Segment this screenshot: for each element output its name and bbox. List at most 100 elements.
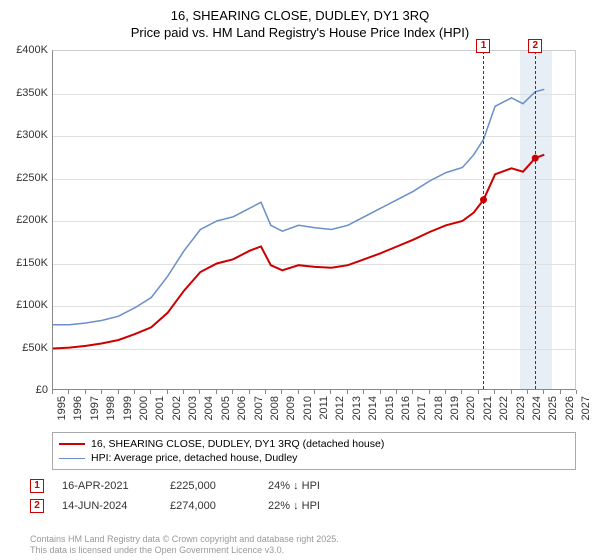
x-tick [560,390,561,394]
x-tick [330,390,331,394]
annotation-table: 1 16-APR-2021 £225,000 24% ↓ HPI 2 14-JUN-202… [30,476,378,516]
x-tick-label: 2015 [384,396,396,426]
x-tick [363,390,364,394]
x-tick [52,390,53,394]
x-tick-label: 2005 [220,396,232,426]
x-tick [494,390,495,394]
legend-swatch [59,458,85,459]
title-line-2: Price paid vs. HM Land Registry's House … [0,25,600,42]
x-tick [68,390,69,394]
x-tick [216,390,217,394]
x-tick [527,390,528,394]
annotation-date: 16-APR-2021 [62,480,152,492]
x-tick-label: 1997 [89,396,101,426]
x-tick-label: 2014 [367,396,379,426]
x-tick [167,390,168,394]
x-tick-label: 2004 [203,396,215,426]
legend-row: HPI: Average price, detached house, Dudl… [59,451,569,465]
x-tick [576,390,577,394]
annotation-price: £274,000 [170,500,250,512]
x-tick [134,390,135,394]
footer-line-1: Contains HM Land Registry data © Crown c… [30,534,339,545]
x-tick [298,390,299,394]
y-tick-label: £400K [4,44,48,56]
chart-svg [53,51,575,389]
x-tick-label: 2001 [154,396,166,426]
x-tick-label: 2021 [482,396,494,426]
y-tick-label: £150K [4,257,48,269]
x-tick-label: 2009 [285,396,297,426]
x-tick-label: 2012 [334,396,346,426]
x-tick-label: 2022 [498,396,510,426]
x-tick-label: 1996 [72,396,84,426]
marker-line-2 [535,51,536,389]
y-tick-label: £200K [4,214,48,226]
title-line-1: 16, SHEARING CLOSE, DUDLEY, DY1 3RQ [0,8,600,25]
series-price_paid [53,155,544,349]
chart-plot-area: 12 [52,50,576,390]
x-tick [347,390,348,394]
x-tick-label: 2003 [187,396,199,426]
x-tick [183,390,184,394]
x-tick [85,390,86,394]
chart-container: 16, SHEARING CLOSE, DUDLEY, DY1 3RQ Pric… [0,0,600,560]
x-tick-label: 1999 [122,396,134,426]
x-tick [249,390,250,394]
x-tick [232,390,233,394]
marker-box-1: 1 [476,39,490,53]
x-tick-label: 2026 [564,396,576,426]
x-tick [380,390,381,394]
annotation-pct: 22% ↓ HPI [268,500,378,512]
x-tick [429,390,430,394]
x-tick-label: 2016 [400,396,412,426]
y-tick-label: £250K [4,172,48,184]
x-tick [265,390,266,394]
y-tick-label: £0 [4,384,48,396]
x-tick [511,390,512,394]
x-tick [118,390,119,394]
x-tick-label: 1995 [56,396,68,426]
annotation-marker-1: 1 [30,479,44,493]
x-tick [314,390,315,394]
title-block: 16, SHEARING CLOSE, DUDLEY, DY1 3RQ Pric… [0,0,600,46]
annotation-marker-2: 2 [30,499,44,513]
annotation-pct: 24% ↓ HPI [268,480,378,492]
x-tick-label: 2025 [547,396,559,426]
x-tick [461,390,462,394]
x-tick-label: 2020 [465,396,477,426]
x-tick [543,390,544,394]
x-tick [281,390,282,394]
annotation-row: 2 14-JUN-2024 £274,000 22% ↓ HPI [30,496,378,516]
legend: 16, SHEARING CLOSE, DUDLEY, DY1 3RQ (det… [52,432,576,470]
x-tick-label: 2018 [433,396,445,426]
x-tick-label: 2008 [269,396,281,426]
footer: Contains HM Land Registry data © Crown c… [30,534,339,556]
x-tick [199,390,200,394]
x-tick-label: 1998 [105,396,117,426]
x-tick [478,390,479,394]
x-tick-label: 2000 [138,396,150,426]
x-tick [445,390,446,394]
x-tick-label: 2006 [236,396,248,426]
x-tick-label: 2023 [515,396,527,426]
y-tick-label: £350K [4,87,48,99]
x-tick-label: 2019 [449,396,461,426]
footer-line-2: This data is licensed under the Open Gov… [30,545,339,556]
annotation-date: 14-JUN-2024 [62,500,152,512]
x-tick-label: 2010 [302,396,314,426]
y-tick-label: £50K [4,342,48,354]
x-tick-label: 2017 [416,396,428,426]
x-tick-label: 2002 [171,396,183,426]
x-tick [412,390,413,394]
marker-box-2: 2 [528,39,542,53]
x-tick-label: 2013 [351,396,363,426]
x-tick [101,390,102,394]
legend-label: HPI: Average price, detached house, Dudl… [91,452,297,464]
y-tick-label: £300K [4,129,48,141]
x-tick-label: 2024 [531,396,543,426]
x-tick-label: 2007 [253,396,265,426]
x-tick [150,390,151,394]
annotation-row: 1 16-APR-2021 £225,000 24% ↓ HPI [30,476,378,496]
x-tick-label: 2011 [318,396,330,426]
annotation-price: £225,000 [170,480,250,492]
